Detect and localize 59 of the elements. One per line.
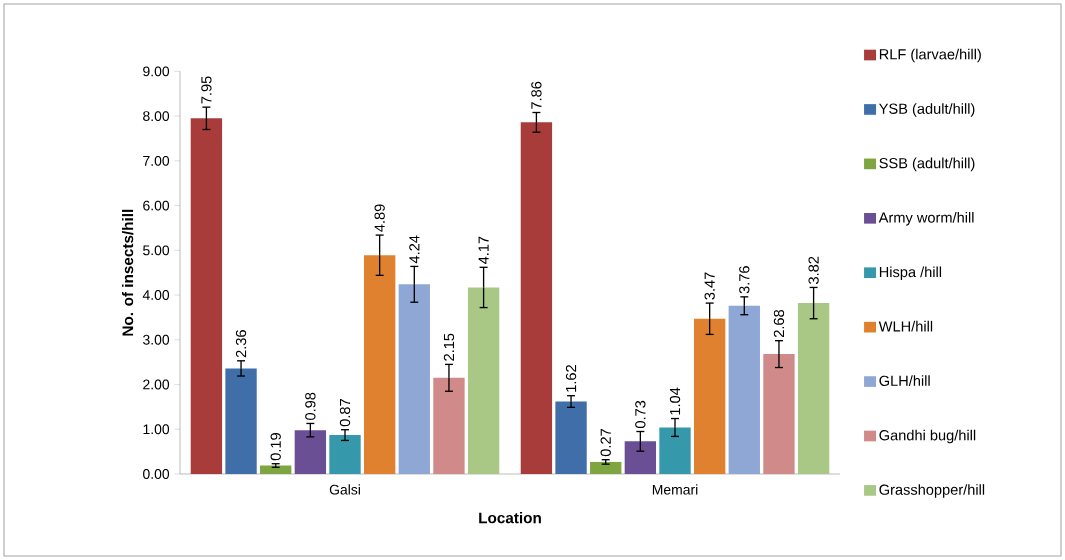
bar	[294, 430, 327, 475]
data-label: 2.68	[773, 309, 785, 338]
data-label: 0.87	[339, 399, 351, 427]
bar	[763, 354, 795, 475]
y-tick-label: 7.00	[143, 155, 170, 166]
bar	[260, 465, 292, 475]
data-label: 0.73	[635, 400, 646, 429]
bar	[797, 303, 830, 475]
data-label: 7.95	[201, 76, 212, 104]
legend-label: Gandhi bug/hill	[879, 429, 976, 444]
data-label: 3.76	[739, 266, 750, 294]
data-label: 7.86	[531, 81, 542, 109]
bar	[693, 318, 726, 475]
legend-label: Army worm/hill	[878, 212, 974, 226]
bar	[555, 401, 587, 475]
bar	[467, 287, 500, 475]
data-label: 1.04	[669, 387, 681, 415]
data-label: 3.47	[704, 272, 715, 300]
y-tick-label: 3.00	[143, 334, 170, 345]
data-label: 4.24	[409, 235, 420, 264]
legend-label: RLF (larvae/hill)	[879, 48, 981, 63]
data-label: 2.15	[443, 333, 455, 361]
data-label: 2.36	[235, 330, 247, 358]
x-axis-title: Location	[479, 512, 541, 524]
data-label: 4.17	[478, 236, 489, 265]
bar	[190, 118, 223, 475]
legend-label: YSB (adult/hill)	[879, 103, 975, 117]
bar	[225, 368, 257, 475]
bar	[728, 305, 760, 475]
data-label: 3.82	[808, 256, 819, 284]
bar	[659, 427, 691, 475]
data-label: 4.89	[374, 204, 385, 232]
x-tick-label: Memari	[652, 484, 698, 495]
y-tick-label: 8.00	[143, 111, 170, 122]
bar	[433, 377, 465, 475]
bar	[329, 435, 361, 475]
bar	[520, 122, 553, 475]
y-tick-label: 6.00	[143, 200, 170, 211]
data-label: 0.19	[270, 433, 281, 461]
y-tick-label: 4.00	[142, 290, 170, 300]
legend-label: Hispa /hill	[879, 266, 942, 281]
bar	[624, 441, 657, 475]
data-label: 0.98	[305, 392, 316, 420]
x-tick-label: Galsi	[329, 484, 360, 495]
data-label: 1.62	[565, 365, 577, 392]
y-tick-label: 0.00	[143, 469, 170, 479]
bar	[590, 461, 622, 475]
legend-label: Grasshopper/hill	[879, 484, 985, 498]
legend-label: GLH/hill	[879, 375, 930, 387]
y-tick-label: 2.00	[143, 379, 170, 390]
bar	[363, 255, 396, 475]
y-tick-label: 5.00	[143, 245, 170, 256]
data-label: 0.27	[600, 429, 611, 457]
y-tick-label: 1.00	[143, 424, 170, 435]
legend-label: SSB (adult/hill)	[879, 157, 975, 172]
y-axis-title: No. of insects/hill	[122, 209, 134, 336]
legend-label: WLH/hill	[878, 320, 933, 332]
bar	[398, 284, 430, 475]
y-tick-label: 9.00	[143, 66, 170, 77]
